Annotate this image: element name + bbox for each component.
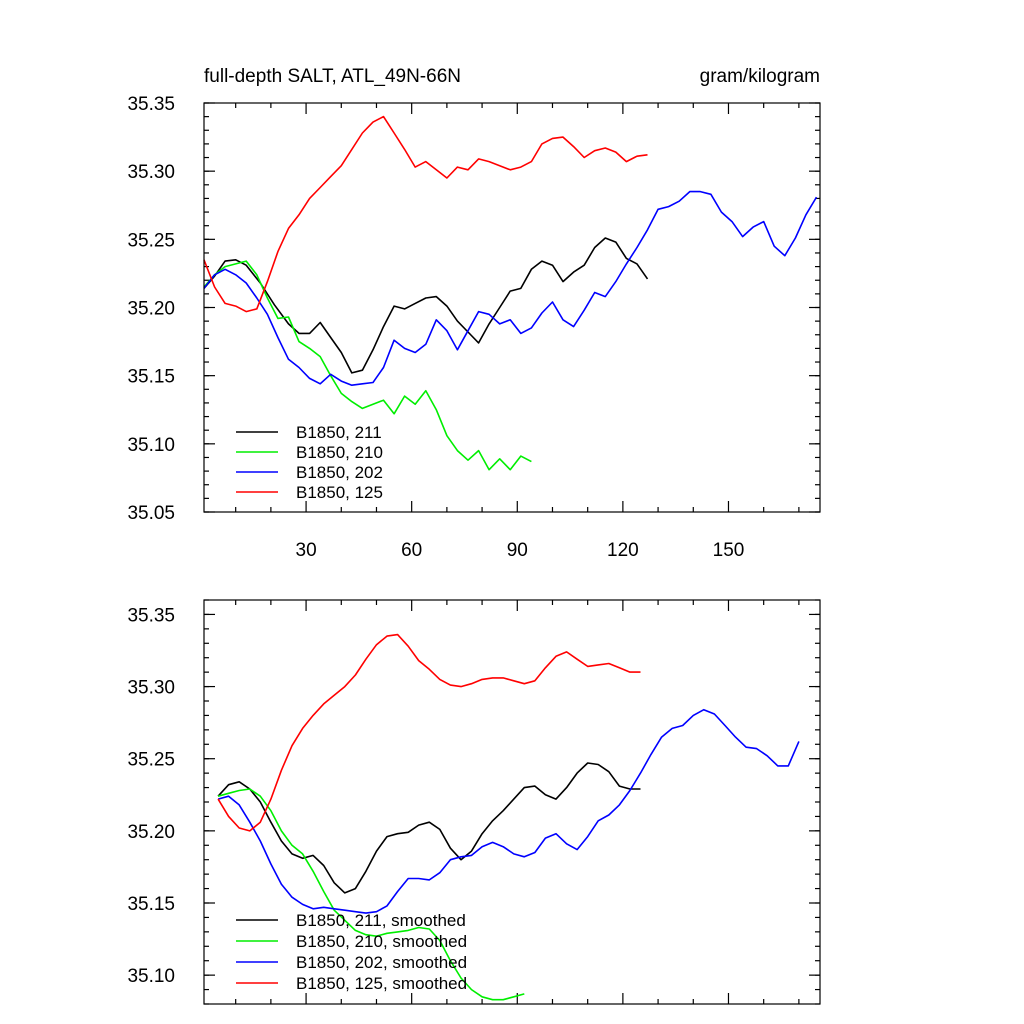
legend-label: B1850, 210 [296, 443, 383, 462]
y-tick-label: 35.20 [127, 299, 175, 320]
plot-frame [203, 599, 821, 1005]
legend-label: B1850, 210, smoothed [296, 932, 467, 951]
x-tick-label: 90 [507, 540, 528, 561]
series-line [217, 708, 800, 914]
series-line [203, 190, 818, 387]
y-tick-label: 35.30 [127, 678, 175, 699]
legend-label: B1850, 125 [296, 483, 383, 502]
legend-label: B1850, 211, smoothed [296, 911, 466, 930]
legend-label: B1850, 125, smoothed [296, 974, 467, 993]
y-tick-label: 35.15 [127, 894, 175, 915]
y-tick-label: 35.30 [127, 162, 175, 183]
legend-label: B1850, 211 [296, 423, 382, 442]
y-tick-label: 35.25 [127, 750, 175, 771]
title-right: gram/kilogram [700, 66, 820, 87]
y-tick-label: 35.05 [127, 503, 175, 524]
x-tick-label: 60 [401, 540, 422, 561]
plot-frame [203, 102, 821, 513]
y-tick-label: 35.10 [127, 966, 175, 987]
series-line [217, 762, 641, 894]
y-tick-label: 35.15 [127, 367, 175, 388]
series-line [217, 788, 525, 1001]
y-tick-label: 35.10 [127, 435, 175, 456]
legend-label: B1850, 202, smoothed [296, 953, 467, 972]
y-tick-label: 35.20 [127, 822, 175, 843]
y-tick-label: 35.35 [127, 94, 175, 115]
series-line [203, 115, 648, 313]
x-tick-label: 150 [713, 540, 745, 561]
y-tick-label: 35.25 [127, 230, 175, 251]
panel-smoothed: 35.10 35.15 35.20 35.25 35.30 35.35 B1850, 21… [127, 599, 821, 1005]
title-left: full-depth SALT, ATL_49N-66N [204, 66, 461, 87]
series-line [203, 237, 649, 374]
panel-raw: full-depth SALT, ATL_49N-66N gram/kilogr… [127, 66, 821, 561]
series-line [217, 633, 641, 832]
y-tick-label: 35.35 [127, 605, 175, 626]
legend-label: B1850, 202 [296, 463, 383, 482]
x-tick-label: 30 [296, 540, 317, 561]
x-tick-label: 120 [607, 540, 639, 561]
series-line [203, 260, 532, 471]
